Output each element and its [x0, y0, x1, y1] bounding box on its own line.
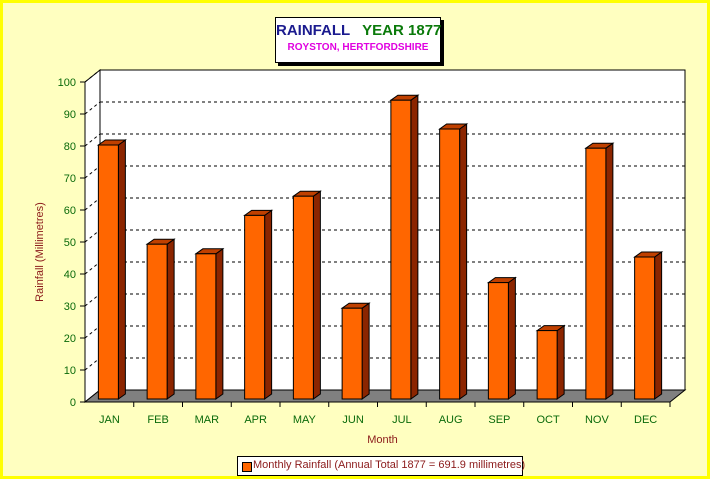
- y-tick-label: 40: [64, 269, 76, 281]
- y-tick-label: 60: [64, 205, 76, 217]
- x-tick-label: JUL: [392, 414, 412, 426]
- chart-subtitle: ROYSTON, HERTFORDSHIRE: [287, 42, 429, 53]
- x-tick-label: DEC: [634, 414, 657, 426]
- bar: [439, 128, 461, 400]
- bar: [146, 243, 168, 400]
- chart-title: RAINFALL: [276, 22, 351, 39]
- bar-side: [312, 190, 321, 400]
- bar-side: [654, 251, 663, 400]
- bar-side: [117, 139, 126, 400]
- x-axis-title: Month: [367, 434, 398, 446]
- bar-side: [361, 302, 370, 400]
- bar: [341, 307, 363, 400]
- bar: [97, 144, 119, 400]
- bar: [634, 256, 656, 400]
- x-tick-label: APR: [244, 414, 267, 426]
- x-tick-label: JUN: [342, 414, 363, 426]
- bar: [195, 253, 217, 400]
- chart-title-box: RAINFALL YEAR 1877 ROYSTON, HERTFORDSHIRE: [275, 17, 441, 63]
- y-tick-label: 100: [58, 77, 76, 89]
- bar-side: [459, 123, 468, 400]
- plot-side-wall: [84, 68, 101, 404]
- y-tick-label: 0: [70, 397, 76, 409]
- legend-label: Monthly Rainfall (Annual Total 1877 = 69…: [253, 459, 526, 471]
- bar-side: [215, 247, 224, 400]
- y-tick-label: 20: [64, 333, 76, 345]
- bar-side: [166, 238, 175, 400]
- chart-legend: Monthly Rainfall (Annual Total 1877 = 69…: [237, 456, 526, 476]
- legend-swatch: [242, 462, 252, 472]
- x-tick-label: MAY: [293, 414, 317, 426]
- y-tick-label: 80: [64, 141, 76, 153]
- bar-side: [507, 276, 516, 400]
- bar-side: [605, 142, 614, 400]
- bar: [585, 147, 607, 400]
- y-axis-title: Rainfall (Millimetres): [34, 202, 46, 302]
- y-tick-label: 30: [64, 301, 76, 313]
- bar: [292, 195, 314, 400]
- y-tick-label: 90: [64, 109, 76, 121]
- x-tick-label: MAR: [195, 414, 220, 426]
- bar-side: [264, 209, 273, 400]
- bar-side: [410, 94, 419, 400]
- bar: [390, 99, 412, 400]
- bar: [244, 214, 266, 400]
- x-tick-label: JAN: [99, 414, 120, 426]
- x-tick-label: NOV: [585, 414, 610, 426]
- x-tick-label: AUG: [439, 414, 463, 426]
- x-tick-label: SEP: [488, 414, 510, 426]
- y-tick-label: 50: [64, 237, 76, 249]
- chart-title-line: RAINFALL YEAR 1877: [276, 22, 442, 39]
- x-tick-label: FEB: [147, 414, 168, 426]
- chart-title-year: YEAR 1877: [362, 22, 442, 39]
- x-tick-label: OCT: [537, 414, 561, 426]
- y-tick-label: 10: [64, 365, 76, 377]
- bar: [487, 282, 509, 400]
- rainfall-bar-chart: 0 10 20 30 40 50 60 70 80 90 100 JAN FEB MAR APR MAY JUN…: [34, 68, 687, 446]
- y-tick-label: 70: [64, 173, 76, 185]
- bar: [536, 330, 558, 400]
- bar-side: [556, 324, 565, 400]
